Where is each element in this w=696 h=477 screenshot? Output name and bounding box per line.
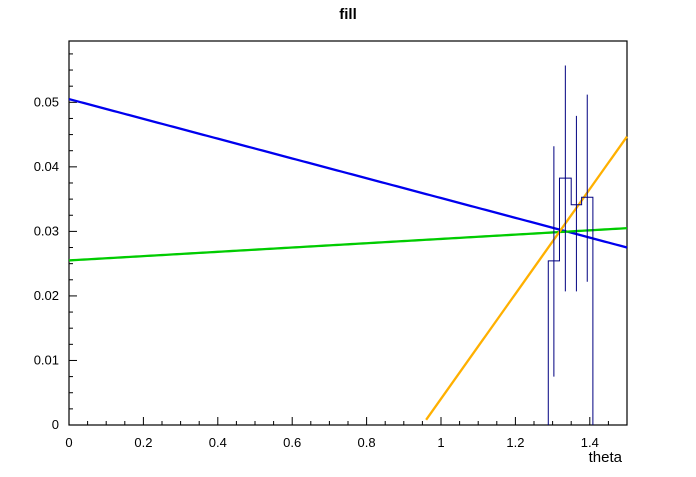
svg-text:0.02: 0.02 (34, 288, 59, 303)
svg-text:0.2: 0.2 (134, 435, 152, 450)
svg-text:0.03: 0.03 (34, 223, 59, 238)
svg-text:0: 0 (65, 435, 72, 450)
svg-text:1.4: 1.4 (581, 435, 599, 450)
svg-text:theta: theta (589, 449, 623, 466)
svg-text:0.8: 0.8 (358, 435, 376, 450)
svg-text:0.6: 0.6 (283, 435, 301, 450)
svg-text:0.04: 0.04 (34, 159, 59, 174)
svg-text:0: 0 (52, 417, 59, 432)
svg-text:0.4: 0.4 (209, 435, 227, 450)
svg-text:1: 1 (437, 435, 444, 450)
svg-text:0.05: 0.05 (34, 94, 59, 109)
svg-text:1.2: 1.2 (506, 435, 524, 450)
svg-text:0.01: 0.01 (34, 352, 59, 367)
